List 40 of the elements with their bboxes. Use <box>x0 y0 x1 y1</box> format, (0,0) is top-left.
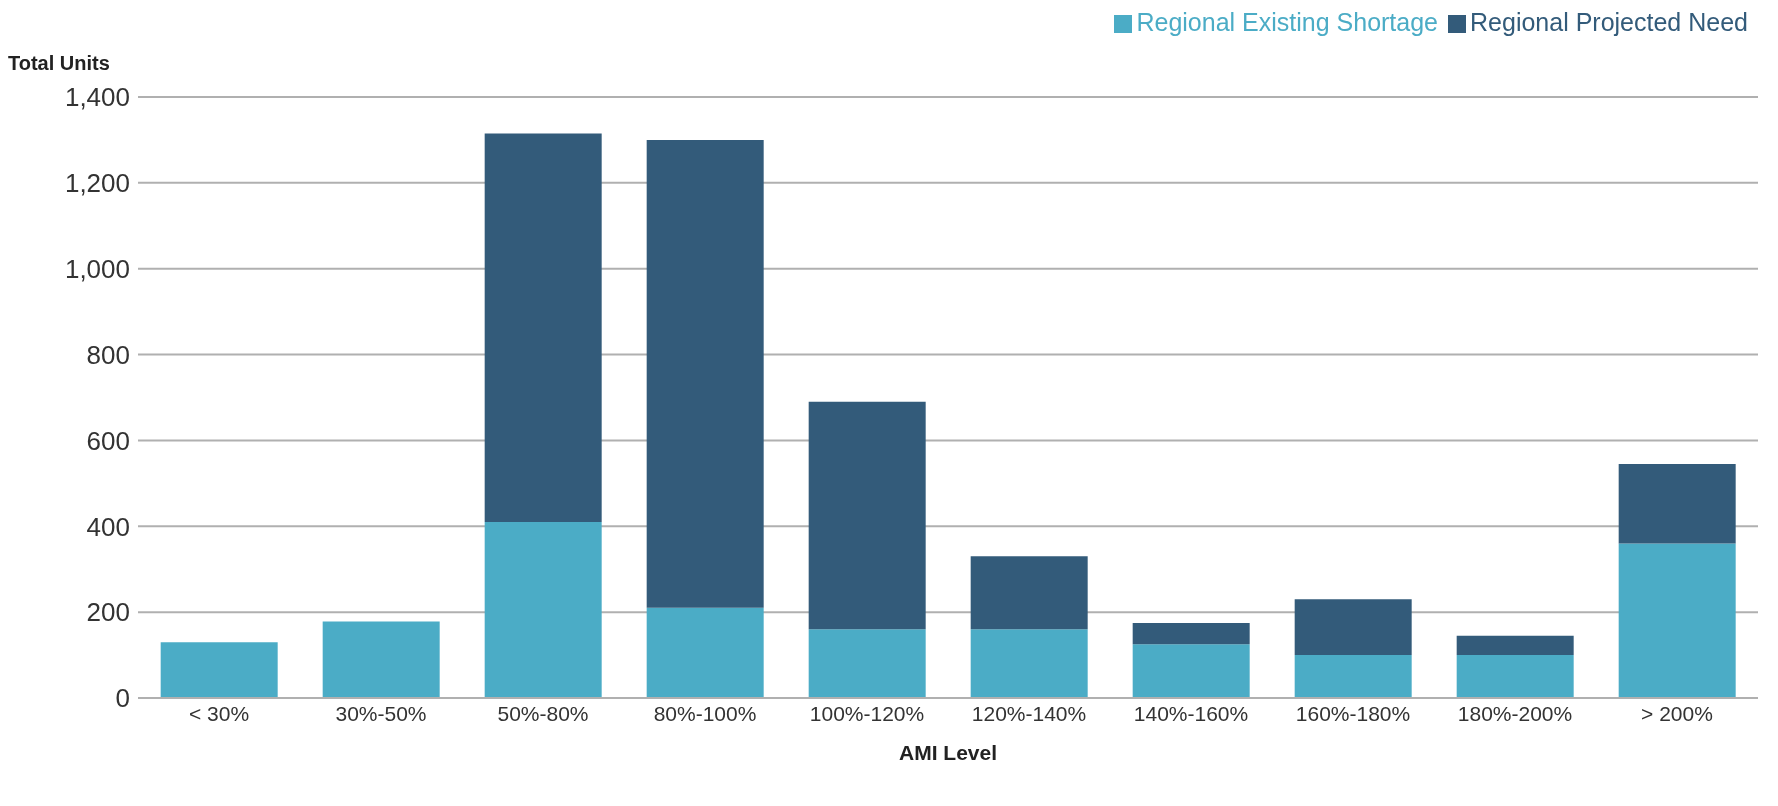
bar <box>1618 464 1736 544</box>
bar <box>1132 622 1250 645</box>
y-tick-label: 800 <box>86 339 130 370</box>
bar <box>970 556 1088 630</box>
bar <box>484 521 602 698</box>
y-axis-title: Total Units <box>8 52 110 75</box>
bar <box>646 139 764 608</box>
bar <box>1456 655 1574 698</box>
bar <box>970 629 1088 698</box>
y-tick-label: 1,000 <box>64 253 130 284</box>
x-tick-label: < 30% <box>188 701 250 725</box>
x-tick-label: > 200% <box>1641 701 1713 725</box>
bar <box>646 607 764 698</box>
y-tick-label: 600 <box>86 425 130 456</box>
legend-label: Regional Projected Need <box>1470 8 1748 36</box>
bar <box>484 133 602 522</box>
y-tick-label: 0 <box>115 683 130 714</box>
x-axis-title: AMI Level <box>898 741 998 764</box>
x-tick-label: 140%-160% <box>1133 701 1249 725</box>
bar <box>322 621 440 698</box>
x-tick-label: 80%-100% <box>653 701 757 725</box>
x-tick-label: 30%-50% <box>335 701 427 725</box>
legend-label: Regional Existing Shortage <box>1136 8 1439 36</box>
y-tick-label: 1,400 <box>64 82 130 113</box>
bar <box>808 629 926 698</box>
x-tick-label: 120%-140% <box>971 701 1087 725</box>
x-tick-label: 180%-200% <box>1457 701 1573 725</box>
y-tick-label: 400 <box>86 511 130 542</box>
y-tick-label: 1,200 <box>64 168 130 199</box>
x-tick-label: 50%-80% <box>497 701 589 725</box>
y-tick-label: 200 <box>86 597 130 628</box>
bar <box>808 401 926 630</box>
x-tick-label: 160%-180% <box>1295 701 1411 725</box>
bar <box>1456 635 1574 656</box>
bar <box>1132 644 1250 698</box>
bar <box>1294 655 1412 698</box>
bar <box>160 642 278 698</box>
bar <box>1618 543 1736 698</box>
bar <box>1294 599 1412 656</box>
x-tick-label: 100%-120% <box>809 701 925 725</box>
